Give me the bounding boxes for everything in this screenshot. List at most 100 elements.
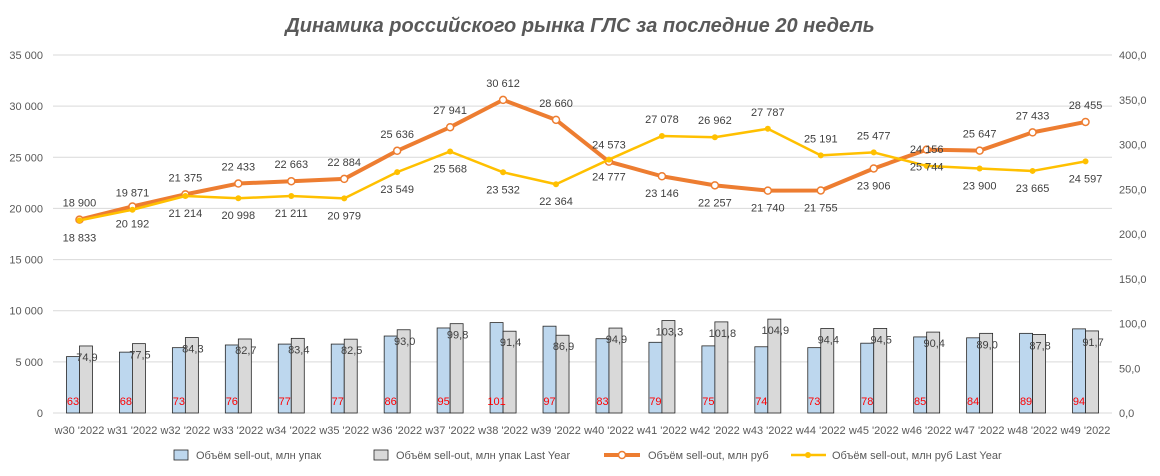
data-label-rub-last-year: 26 962: [698, 115, 732, 127]
data-label-pack: 83: [596, 396, 608, 408]
data-label-rub-last-year: 22 364: [539, 196, 573, 208]
data-label-pack-last-year: 104,9: [762, 325, 790, 337]
y-left-tick-label: 0: [37, 408, 43, 420]
data-label-pack-last-year: 84,3: [182, 344, 203, 356]
bar-pack-last-year: [926, 331, 941, 414]
legend-label-rub-last-year: Объём sell-out, млн руб Last Year: [832, 450, 1002, 462]
y-right-tick-label: 100,0: [1119, 319, 1147, 331]
data-label-pack-last-year: 93,0: [394, 336, 415, 348]
data-point-rub: [922, 145, 931, 154]
x-tick-label: w46 '2022: [901, 425, 952, 437]
legend-item-rub: Объём sell-out, млн руб: [604, 450, 769, 462]
legend-label-pack-last-year: Объём sell-out, млн упак Last Year: [396, 450, 570, 462]
data-point-rub-last-year: [711, 134, 718, 141]
line-series: [75, 95, 1090, 224]
data-label-pack-last-year: 89,0: [976, 339, 997, 351]
data-label-pack-last-year: 91,4: [500, 337, 521, 349]
data-point-rub: [445, 122, 455, 132]
data-label-pack-last-year: 94,9: [606, 334, 627, 346]
x-tick-label: w49 '2022: [1060, 425, 1111, 437]
data-label-pack-last-year: 82,7: [235, 345, 256, 357]
y-right-tick-label: 300,0: [1119, 140, 1147, 152]
data-label-rub-last-year: 23 665: [1016, 183, 1050, 195]
data-label-rub-last-year: 21 214: [169, 208, 203, 220]
bar-series: [66, 318, 1099, 414]
bar-pack-last-year: [290, 337, 305, 414]
data-label-rub-last-year: 23 532: [486, 184, 520, 196]
data-point-rub-last-year: [129, 206, 136, 213]
bar-pack-last-year: [767, 318, 782, 414]
data-point-rub-last-year: [288, 193, 295, 200]
data-label-pack: 74: [755, 396, 767, 408]
data-label-pack-last-year: 103,3: [656, 327, 684, 339]
data-label-pack: 86: [385, 396, 397, 408]
data-label-rub-last-year: 24 597: [1069, 173, 1103, 185]
x-tick-label: w30 '2022: [54, 425, 105, 437]
data-label-pack-last-year: 77,5: [129, 350, 150, 362]
data-label-pack: 76: [226, 396, 238, 408]
data-label-rub-last-year: 24 777: [592, 172, 626, 184]
series-line-rub: [77, 97, 1088, 222]
data-point-rub-last-year: [817, 152, 824, 159]
data-point-rub-last-year: [447, 148, 454, 155]
bar-pack-last-year: [873, 328, 888, 414]
legend-marker-rub-last-year: [805, 452, 811, 458]
x-tick-label: w32 '2022: [159, 425, 210, 437]
y-left-tick-label: 5 000: [15, 357, 43, 369]
data-label-rub-last-year: 19 871: [116, 188, 150, 200]
y-left-tick-label: 35 000: [9, 50, 43, 62]
legend-swatch-pack-last-year: [373, 449, 389, 461]
bar-pack-last-year: [608, 327, 623, 414]
data-label-pack: 63: [67, 396, 79, 408]
data-label-rub: 22 663: [274, 159, 308, 171]
data-label-rub-last-year: 23 549: [380, 184, 414, 196]
data-label-rub: 27 433: [1016, 110, 1050, 122]
y-right-tick-label: 250,0: [1119, 184, 1147, 196]
x-tick-label: w33 '2022: [212, 425, 263, 437]
data-label-rub-last-year: 25 191: [804, 133, 838, 145]
data-point-rub: [392, 146, 402, 156]
x-tick-label: w45 '2022: [848, 425, 899, 437]
data-label-rub: 21 740: [751, 203, 785, 215]
data-label-pack-last-year: 74,9: [76, 352, 97, 364]
bar-pack-last-year: [820, 328, 835, 414]
data-label-pack: 84: [967, 396, 979, 408]
y-right-tick-label: 400,0: [1119, 50, 1147, 62]
data-point-rub-last-year: [605, 156, 612, 163]
y-right-tick-label: 0,0: [1119, 408, 1134, 420]
bar-pack-last-year: [979, 332, 994, 414]
y-left-tick-label: 15 000: [9, 255, 43, 267]
data-label-pack-last-year: 99,8: [447, 330, 468, 342]
y-right-tick-label: 350,0: [1119, 95, 1147, 107]
data-point-rub-last-year: [553, 181, 560, 188]
y-left-tick-label: 30 000: [9, 101, 43, 113]
legend-item-pack: Объём sell-out, млн упак: [173, 449, 321, 462]
bar-pack-last-year: [1085, 330, 1099, 414]
data-label-rub: 25 744: [910, 162, 944, 174]
y-right-tick-label: 50,0: [1119, 363, 1140, 375]
data-label-rub-last-year: 27 787: [751, 107, 785, 119]
bar-pack-last-year: [714, 321, 729, 414]
chart-title: Динамика российского рынка ГЛС за послед…: [283, 15, 874, 37]
data-label-pack: 89: [1020, 396, 1032, 408]
data-label-pack-last-year: 87,8: [1029, 340, 1050, 352]
data-label-rub: 27 941: [433, 105, 467, 117]
data-label-rub: 23 906: [857, 180, 891, 192]
data-label-pack: 75: [702, 396, 714, 408]
bar-pack-last-year: [502, 330, 517, 414]
data-point-rub-last-year: [76, 217, 83, 224]
data-point-rub-last-year: [870, 149, 877, 156]
data-label-pack: 101: [487, 396, 505, 408]
bar-pack-last-year: [132, 343, 146, 414]
y-right-tick-label: 150,0: [1119, 274, 1147, 286]
data-label-rub: 25 647: [963, 129, 997, 141]
x-tick-label: w47 '2022: [954, 425, 1005, 437]
data-label-pack: 77: [279, 396, 291, 408]
data-label-rub: 21 755: [804, 202, 838, 214]
data-label-pack: 73: [808, 396, 820, 408]
y-left-tick-label: 25 000: [9, 152, 43, 164]
data-label-pack: 97: [543, 396, 555, 408]
data-label-rub: 25 636: [380, 129, 414, 141]
data-label-rub-last-year: 20 998: [221, 210, 255, 222]
